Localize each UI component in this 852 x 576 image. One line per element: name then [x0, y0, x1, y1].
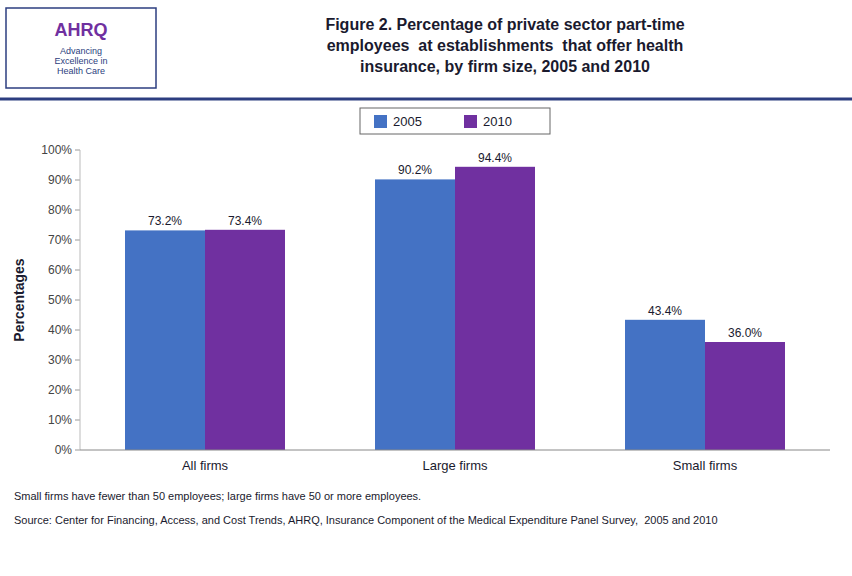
- text-line: Health Care: [57, 66, 105, 76]
- logo-title: AHRQ: [55, 20, 108, 40]
- y-tick-label: 30%: [48, 353, 72, 367]
- y-tick-label: 10%: [48, 413, 72, 427]
- legend-frame: [360, 108, 550, 134]
- x-tick-label: All firms: [182, 458, 229, 473]
- x-axis: [80, 450, 830, 451]
- y-tick: [75, 420, 80, 421]
- y-tick: [75, 150, 80, 151]
- data-labels: 73.2% 73.4% 90.2% 94.4% 43.4% 36.0%: [148, 151, 762, 340]
- legend: 2005 2010: [360, 108, 550, 134]
- text-line: insurance, by firm size, 2005 and 2010: [360, 58, 650, 75]
- x-tick-label: Small firms: [673, 458, 738, 473]
- y-tick-label: 90%: [48, 173, 72, 187]
- title: Figure 2. Percentage of private sector p…: [325, 16, 684, 75]
- y-tick: [75, 240, 80, 241]
- data-label: 36.0%: [728, 326, 762, 340]
- footnote: Small firms have fewer than 50 employees…: [14, 490, 421, 502]
- data-label: 73.2%: [148, 214, 182, 228]
- text-line: Excellence in: [54, 56, 107, 66]
- y-tick: [75, 360, 80, 361]
- bar: [205, 230, 285, 450]
- y-axis: [80, 150, 81, 450]
- y-tick: [75, 330, 80, 331]
- data-label: 43.4%: [648, 304, 682, 318]
- y-tick: [75, 180, 80, 181]
- y-tick: [75, 210, 80, 211]
- y-tick-label: 20%: [48, 383, 72, 397]
- text-line: Advancing: [60, 46, 102, 56]
- chart: AHRQ AdvancingExcellence inHealth Care Fig…: [0, 0, 852, 576]
- bar: [705, 342, 785, 450]
- data-label: 73.4%: [228, 214, 262, 228]
- bars: [125, 167, 785, 450]
- data-label: 94.4%: [478, 151, 512, 165]
- y-tick-label: 80%: [48, 203, 72, 217]
- legend-label: 2010: [483, 114, 512, 129]
- background: [0, 0, 852, 576]
- y-tick: [75, 390, 80, 391]
- legend-swatch: [374, 115, 387, 128]
- legend-label: 2005: [393, 114, 422, 129]
- data-label: 90.2%: [398, 163, 432, 177]
- bar: [625, 320, 705, 450]
- y-tick-label: 0%: [55, 443, 73, 457]
- y-tick-label: 50%: [48, 293, 72, 307]
- y-tick-label: 40%: [48, 323, 72, 337]
- logo-subtitle: AdvancingExcellence inHealth Care: [54, 46, 107, 76]
- y-tick-label: 100%: [41, 143, 72, 157]
- text-line: Figure 2. Percentage of private sector p…: [325, 16, 684, 33]
- logo-frame: [6, 8, 156, 88]
- footnote: Source: Center for Financing, Access, an…: [14, 514, 718, 526]
- y-tick: [75, 450, 80, 451]
- x-tick-label: Large firms: [422, 458, 488, 473]
- y-tick: [75, 300, 80, 301]
- legend-swatch: [464, 115, 477, 128]
- divider: [0, 98, 852, 101]
- y-tick-label: 70%: [48, 233, 72, 247]
- y-axis-label: Percentages: [11, 258, 27, 341]
- y-tick-label: 60%: [48, 263, 72, 277]
- text-line: employees at establishments that offer h…: [327, 37, 684, 54]
- bar: [125, 230, 205, 450]
- bar: [375, 179, 455, 450]
- y-tick: [75, 270, 80, 271]
- bar: [455, 167, 535, 450]
